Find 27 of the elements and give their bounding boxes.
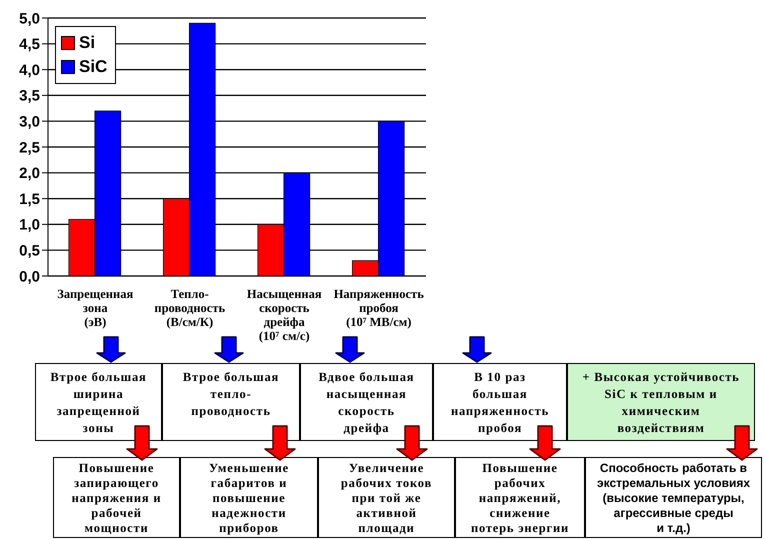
y-tick-label: 4,0 xyxy=(19,62,40,79)
text: Уменьшение габаритов и повышение надежности приборов xyxy=(208,461,290,536)
text: Вдвое большая насыщенная скорость дрейфа xyxy=(318,369,414,437)
y-tick-label: 4,5 xyxy=(19,36,40,54)
x-tick-label: Запрещенная зона (эВ) xyxy=(57,287,134,329)
x-tick-label: Насыщенная скорость дрейфа (10⁷ см/с) xyxy=(246,287,322,343)
legend-label: Si xyxy=(79,33,96,53)
text: В 10 раз большая напряженность пробоя xyxy=(450,369,549,437)
x-tick-label: Напряженность пробоя (10⁷ МВ/см) xyxy=(334,287,424,329)
legend-label: SiC xyxy=(79,57,108,77)
text: Втрое большая тепло- проводность xyxy=(182,369,280,420)
text: Повышение запирающего напряжения и рабочей мощности xyxy=(72,461,162,536)
y-tick-label: 2,5 xyxy=(19,139,40,156)
text: Повышение рабочих напряжений, снижение потерь энергии xyxy=(470,461,570,536)
text: + Высокая устойчивость SiC к тепловым и химическим воздействиям xyxy=(582,369,740,437)
y-tick-label: 1,5 xyxy=(19,190,40,208)
y-tick-label: 2,0 xyxy=(19,165,40,182)
y-tick-label: 0,0 xyxy=(19,268,40,286)
x-tick-label: Тепло- проводность (В/см/К) xyxy=(154,287,226,329)
text: Способность работать в экстремальных условиях (высокие температуры, агрессивные среды и т.д.) xyxy=(596,461,750,536)
y-tick-label: 1,0 xyxy=(19,216,40,234)
y-tick-label: 5,0 xyxy=(19,10,40,28)
text: Увеличение рабочих токов при той же активной площади xyxy=(340,461,432,536)
y-tick-label: 0,5 xyxy=(19,242,40,260)
y-tick-label: 3,0 xyxy=(19,114,40,131)
y-tick-label: 3,5 xyxy=(19,88,40,105)
text: Втрое большая ширина запрещенной зоны xyxy=(50,369,147,437)
